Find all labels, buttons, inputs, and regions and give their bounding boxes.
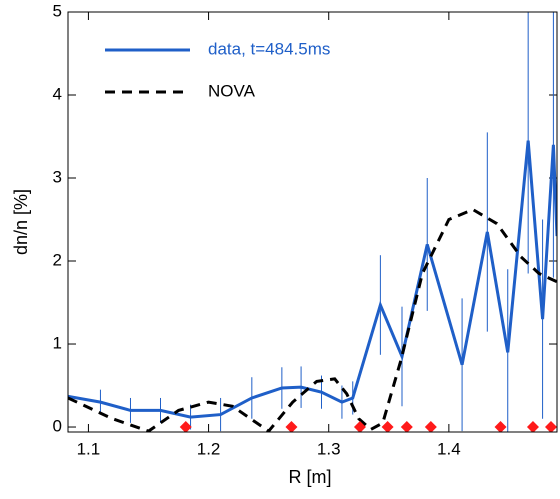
x-tick-label: 1.4 xyxy=(437,439,461,458)
x-tick-label: 1.2 xyxy=(197,439,221,458)
series-line xyxy=(68,207,557,432)
plot-frame xyxy=(67,11,558,433)
marker xyxy=(179,421,192,432)
marker xyxy=(381,421,394,432)
y-tick-label: 1 xyxy=(53,334,62,353)
y-tick-label: 2 xyxy=(53,250,62,269)
y-axis-label: dn/n [%] xyxy=(11,189,31,255)
y-tick-label: 5 xyxy=(53,1,62,20)
legend-label: data, t=484.5ms xyxy=(208,39,330,58)
x-axis-label: R [m] xyxy=(289,467,332,487)
plot-area xyxy=(68,12,557,432)
marker xyxy=(526,421,539,432)
x-tick-label: 1.1 xyxy=(77,439,101,458)
series-line xyxy=(68,140,557,419)
marker xyxy=(424,421,437,432)
marker xyxy=(544,421,557,432)
y-tick-label: 3 xyxy=(53,167,62,186)
y-tick-label: 4 xyxy=(53,84,62,103)
marker xyxy=(285,421,298,432)
x-tick-label: 1.3 xyxy=(317,439,341,458)
y-tick-label: 0 xyxy=(53,417,62,436)
marker xyxy=(353,421,366,432)
marker xyxy=(400,421,413,432)
marker xyxy=(494,421,507,432)
legend-label: NOVA xyxy=(208,81,256,100)
